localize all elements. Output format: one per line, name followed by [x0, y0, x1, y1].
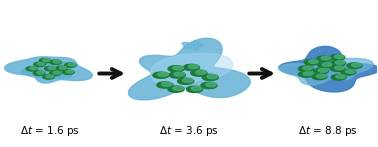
Polygon shape	[22, 61, 72, 78]
Circle shape	[321, 56, 331, 60]
Circle shape	[298, 66, 313, 72]
Circle shape	[169, 72, 185, 78]
Circle shape	[39, 59, 51, 63]
Circle shape	[191, 70, 207, 76]
Circle shape	[174, 72, 184, 76]
Circle shape	[304, 59, 319, 65]
Circle shape	[335, 55, 344, 59]
Circle shape	[168, 66, 184, 72]
Circle shape	[322, 63, 332, 66]
Circle shape	[173, 66, 183, 70]
Circle shape	[173, 86, 183, 90]
Circle shape	[183, 64, 200, 71]
Circle shape	[201, 82, 217, 89]
Circle shape	[43, 59, 50, 62]
Circle shape	[153, 72, 169, 78]
Circle shape	[50, 60, 61, 65]
Circle shape	[330, 55, 345, 60]
Circle shape	[53, 60, 61, 63]
Circle shape	[341, 69, 356, 75]
Circle shape	[207, 75, 218, 79]
Circle shape	[330, 66, 345, 71]
Circle shape	[37, 71, 44, 74]
Circle shape	[303, 72, 313, 75]
Circle shape	[336, 75, 345, 78]
Circle shape	[316, 74, 326, 78]
Circle shape	[43, 75, 54, 79]
Circle shape	[299, 71, 313, 77]
Circle shape	[331, 60, 345, 66]
Circle shape	[335, 61, 345, 64]
Text: $\Delta \it{t}$ = 8.8 ps: $\Delta \it{t}$ = 8.8 ps	[298, 124, 358, 138]
Circle shape	[191, 87, 202, 91]
Circle shape	[318, 69, 328, 72]
Circle shape	[188, 65, 199, 69]
Circle shape	[48, 67, 56, 70]
Circle shape	[186, 86, 203, 92]
Circle shape	[178, 78, 194, 84]
Circle shape	[312, 74, 327, 80]
Circle shape	[157, 82, 173, 88]
Circle shape	[345, 70, 355, 73]
Circle shape	[68, 63, 76, 66]
Circle shape	[53, 71, 60, 74]
Polygon shape	[182, 41, 204, 50]
Text: $\Delta \it{t}$ = 1.6 ps: $\Delta \it{t}$ = 1.6 ps	[20, 124, 80, 138]
Polygon shape	[5, 57, 92, 83]
Circle shape	[303, 66, 313, 70]
Circle shape	[29, 67, 37, 70]
Circle shape	[308, 60, 318, 64]
Circle shape	[314, 68, 328, 74]
Circle shape	[318, 62, 333, 68]
Circle shape	[59, 66, 67, 69]
Circle shape	[26, 67, 38, 71]
FancyArrowPatch shape	[99, 69, 121, 78]
Circle shape	[331, 74, 346, 80]
Circle shape	[335, 66, 344, 70]
Circle shape	[37, 62, 45, 65]
Polygon shape	[129, 38, 250, 100]
Circle shape	[33, 71, 45, 75]
Circle shape	[34, 62, 45, 67]
Circle shape	[352, 63, 361, 67]
Circle shape	[46, 75, 54, 78]
FancyArrowPatch shape	[249, 69, 271, 78]
Circle shape	[45, 66, 56, 71]
Circle shape	[162, 82, 172, 86]
Circle shape	[63, 70, 74, 74]
Circle shape	[158, 72, 168, 76]
Circle shape	[316, 56, 331, 62]
Circle shape	[202, 74, 218, 81]
Text: $\Delta \it{t}$ = 3.6 ps: $\Delta \it{t}$ = 3.6 ps	[159, 124, 219, 138]
Circle shape	[196, 70, 206, 74]
Polygon shape	[279, 59, 373, 85]
Circle shape	[56, 66, 67, 71]
Polygon shape	[150, 54, 233, 88]
Circle shape	[347, 63, 362, 69]
Circle shape	[50, 71, 61, 76]
Circle shape	[65, 63, 76, 67]
Circle shape	[183, 78, 193, 82]
Polygon shape	[279, 46, 378, 92]
Circle shape	[66, 70, 74, 73]
Circle shape	[168, 86, 184, 92]
Circle shape	[206, 83, 216, 87]
